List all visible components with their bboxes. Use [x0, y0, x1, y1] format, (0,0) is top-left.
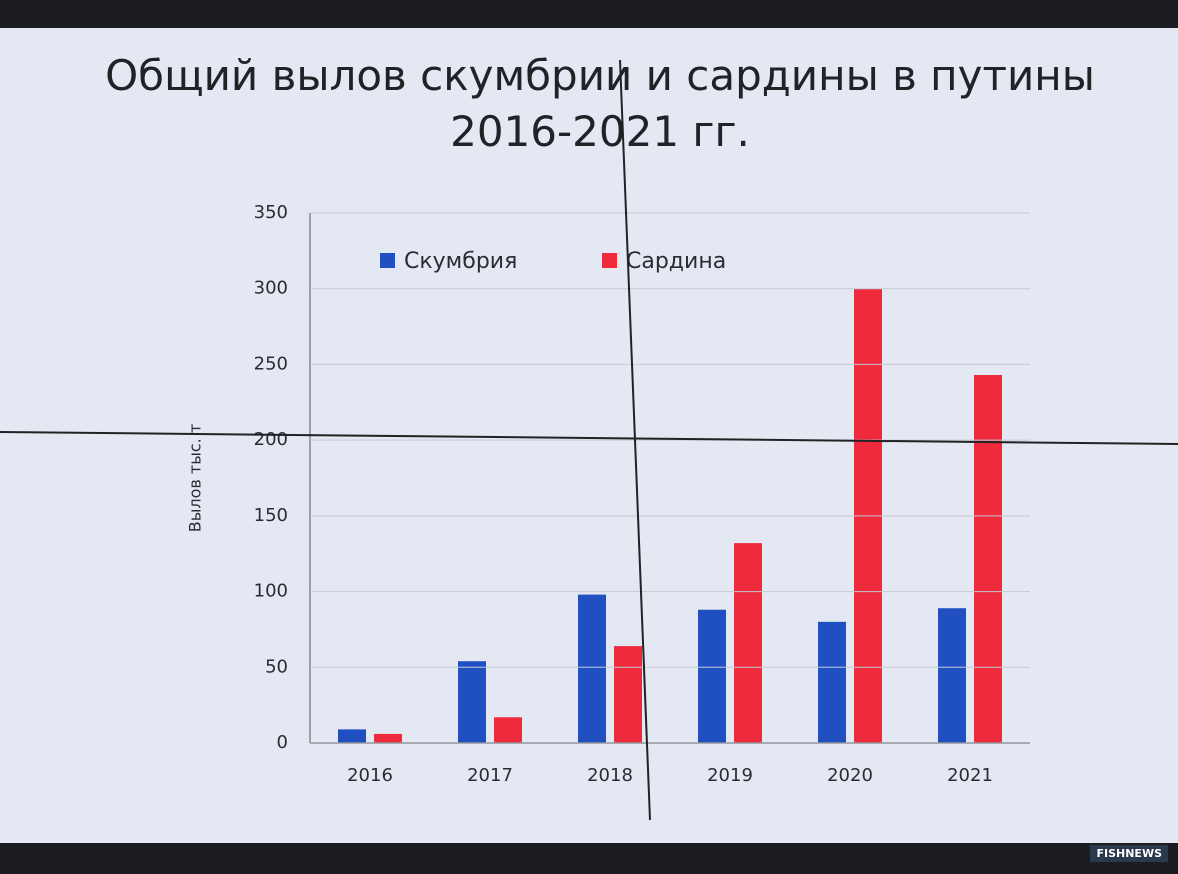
- legend-label: Сардина: [626, 249, 726, 274]
- bar: [578, 594, 606, 743]
- bar: [698, 609, 726, 743]
- x-tick-label: 2019: [707, 765, 753, 786]
- y-tick-label: 150: [254, 505, 288, 526]
- y-tick-label: 0: [277, 732, 288, 753]
- y-tick-label: 100: [254, 581, 288, 602]
- x-tick-label: 2017: [467, 765, 513, 786]
- x-tick-label: 2018: [587, 765, 633, 786]
- bar: [974, 375, 1002, 743]
- x-tick-label: 2020: [827, 765, 873, 786]
- bar: [338, 729, 366, 743]
- bar: [374, 733, 402, 743]
- watermark: FISHNEWS: [1090, 845, 1168, 862]
- chart-title: Общий вылов скумбрии и сардины в путины …: [105, 51, 1095, 156]
- legend-label: Скумбрия: [404, 249, 517, 274]
- projector-line: [619, 59, 651, 821]
- y-tick-label: 350: [254, 202, 288, 223]
- bar: [494, 717, 522, 743]
- bar: [938, 608, 966, 743]
- y-tick-label: 200: [254, 429, 288, 450]
- x-tick-label: 2016: [347, 765, 393, 786]
- bar: [734, 543, 762, 743]
- projector-line: [0, 431, 1178, 445]
- y-tick-label: 300: [254, 278, 288, 299]
- legend-swatch: [602, 253, 617, 268]
- bar: [614, 646, 642, 743]
- y-axis-label: Вылов тыс. т: [186, 424, 205, 532]
- bar: [818, 621, 846, 743]
- y-tick-label: 250: [254, 353, 288, 374]
- x-tick-label: 2021: [947, 765, 993, 786]
- bar: [458, 661, 486, 743]
- y-tick-label: 50: [265, 656, 288, 677]
- legend-swatch: [380, 253, 395, 268]
